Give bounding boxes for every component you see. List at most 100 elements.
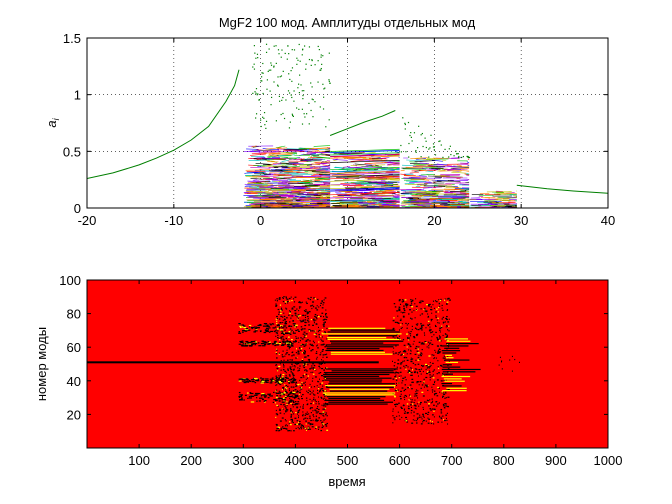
heatmap-cell <box>439 305 441 307</box>
heatmap-cell <box>238 395 242 398</box>
heatmap-cell <box>418 341 421 343</box>
heatmap-cell <box>430 339 432 341</box>
heatmap-cell <box>436 339 439 341</box>
heatmap-cell <box>261 378 265 380</box>
heatmap-cell <box>398 300 401 302</box>
heatmap-cell <box>296 406 299 408</box>
heatmap-cell <box>250 327 254 329</box>
heatmap-cell <box>316 309 319 311</box>
heatmap-cell <box>305 314 307 316</box>
chaotic-dot <box>301 108 303 110</box>
heatmap-cell <box>281 309 283 311</box>
chaotic-dot <box>288 73 290 75</box>
heatmap-cell <box>295 335 297 338</box>
heatmap-cell <box>416 382 418 384</box>
heatmap-cell <box>244 342 246 345</box>
heatmap-cell <box>414 347 417 349</box>
chaotic-dot <box>329 82 331 84</box>
heatmap-cell <box>269 323 271 325</box>
heatmap-cell <box>414 317 416 319</box>
heatmap-cell <box>323 394 325 396</box>
heatmap-cell <box>443 392 445 394</box>
heatmap-cell <box>265 329 267 331</box>
heatmap-cell <box>322 360 324 362</box>
chaotic-dot <box>317 60 319 62</box>
heatmap-cell <box>405 368 407 370</box>
heatmap-cell <box>393 317 395 319</box>
chaotic-dot <box>425 146 427 149</box>
heatmap-cell <box>244 328 249 331</box>
heatmap-cell <box>410 367 412 369</box>
heatmap-cell <box>294 417 297 419</box>
heatmap-cell <box>289 312 291 314</box>
heatmap-cell <box>324 377 326 380</box>
heatmap-cell <box>406 306 408 308</box>
heatmap-cell <box>399 395 402 397</box>
heatmap-cell <box>261 394 264 396</box>
heatmap-cell <box>279 409 281 411</box>
chaotic-dot <box>293 100 295 102</box>
heatmap-cell <box>326 327 328 330</box>
heatmap-cell <box>275 353 278 355</box>
heatmap-cell <box>305 370 308 372</box>
heatmap-cell <box>321 367 324 370</box>
chaotic-dot <box>314 101 316 103</box>
heatmap-cell <box>414 399 416 401</box>
chaotic-dot <box>290 94 292 96</box>
heatmap-cell <box>443 419 445 421</box>
heatmap-cell <box>290 416 292 418</box>
heatmap-cell <box>433 408 436 410</box>
heatmap-cell <box>410 409 413 412</box>
heatmap-cell <box>406 403 409 405</box>
heatmap-cell <box>419 414 421 416</box>
heatmap-cell <box>292 401 295 404</box>
heatmap-cell <box>302 319 305 321</box>
heatmap-cell <box>262 398 264 401</box>
heatmap-cell <box>295 427 297 430</box>
heatmap-cell <box>434 381 436 384</box>
chaotic-dot <box>432 146 435 148</box>
heatmap-cell <box>288 430 291 432</box>
heatmap-cell <box>309 368 312 370</box>
heatmap-cell <box>303 353 306 355</box>
heatmap-cell <box>242 331 244 333</box>
heatmap-cell <box>307 355 309 357</box>
chaotic-dot <box>404 128 406 130</box>
heatmap-cell <box>416 371 418 373</box>
heatmap-cell <box>310 411 312 414</box>
heatmap-cell <box>438 372 440 374</box>
heatmap-cell <box>276 395 279 397</box>
heatmap-cell <box>282 297 284 299</box>
chaotic-dot <box>298 92 300 94</box>
heatmap-cell <box>312 363 314 365</box>
heatmap-cell <box>322 424 324 426</box>
chaotic-dot <box>262 92 264 95</box>
heatmap-cell <box>279 375 281 378</box>
heatmap-cell <box>417 372 419 374</box>
heatmap-cell <box>409 337 411 339</box>
heatmap-cell <box>278 429 281 431</box>
heatmap-cell <box>278 297 281 299</box>
heatmap-cell <box>422 370 424 373</box>
heatmap-cell <box>413 337 416 339</box>
chaotic-dot <box>402 117 404 119</box>
chaotic-dot <box>418 125 420 127</box>
heatmap-cell <box>320 335 322 337</box>
heatmap-cell <box>275 357 278 359</box>
heatmap-cell <box>284 390 287 392</box>
heatmap-cell <box>325 425 328 427</box>
heatmap-cell <box>289 366 292 368</box>
heatmap-cell <box>402 350 405 353</box>
heatmap-cell <box>300 424 303 426</box>
heatmap-cell <box>268 327 271 329</box>
heatmap-cell <box>403 360 405 362</box>
heatmap-cell <box>286 403 288 406</box>
heatmap-cell <box>314 399 316 401</box>
heatmap-cell <box>276 384 278 386</box>
chaotic-dot <box>455 150 457 152</box>
heatmap-cell <box>289 375 291 377</box>
bottom-x-tick-label: 800 <box>493 453 515 468</box>
heatmap-cell <box>323 373 390 376</box>
heatmap-cell <box>409 304 412 307</box>
heatmap-cell <box>445 379 447 381</box>
